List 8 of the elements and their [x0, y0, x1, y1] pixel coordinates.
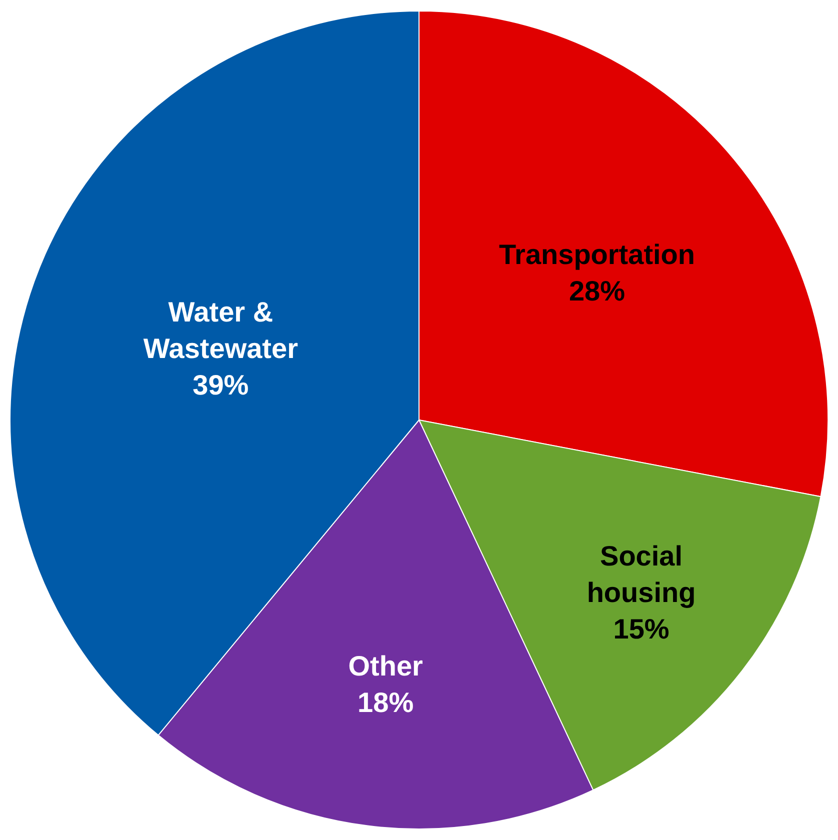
data-label: 15%	[613, 613, 670, 644]
data-label: 39%	[192, 370, 249, 401]
data-label: 18%	[358, 686, 414, 718]
slice-label: Water & Wastewater	[143, 296, 298, 364]
slice-label: Transportation	[498, 239, 695, 270]
slice-label: Social housing	[586, 540, 696, 608]
slice-label: Other	[348, 650, 424, 682]
data-label: 28%	[568, 275, 626, 306]
